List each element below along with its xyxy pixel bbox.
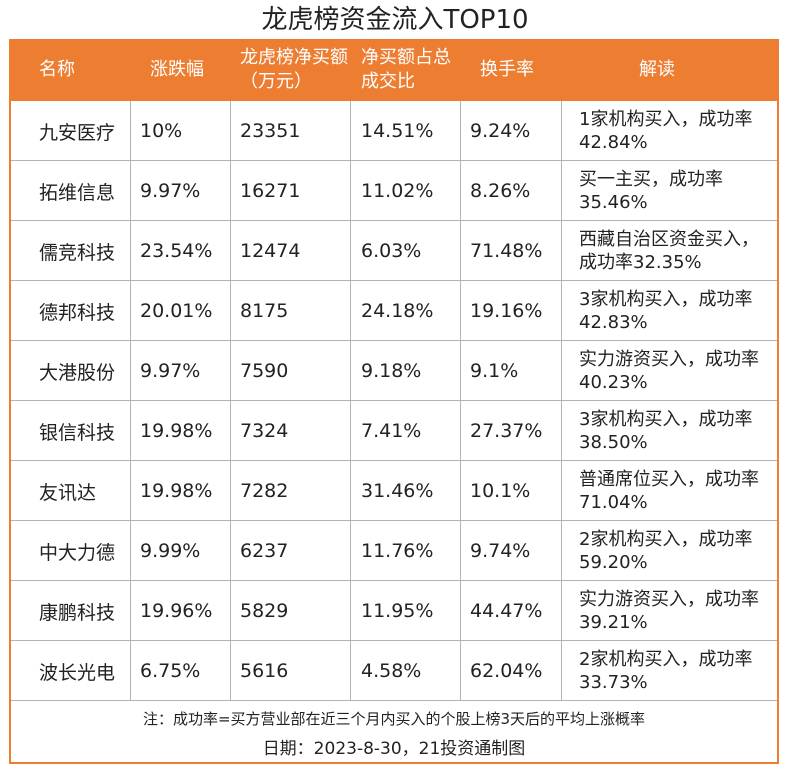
cell-turnover: 9.24% bbox=[470, 120, 531, 142]
table-row: 德邦科技 20.01% 8175 24.18% 19.16% 3家机构买入，成功率42.8… bbox=[9, 281, 779, 341]
cell-note: 3家机构买入，成功率38.50% bbox=[579, 409, 753, 453]
cell-note: 2家机构买入，成功率33.73% bbox=[579, 649, 753, 693]
cell-name: 银信科技 bbox=[39, 421, 116, 444]
table-row: 银信科技 19.98% 7324 7.41% 27.37% 3家机构买入，成功率38.50… bbox=[9, 401, 779, 461]
cell-ratio: 6.03% bbox=[361, 240, 422, 262]
cell-ratio: 24.18% bbox=[361, 300, 434, 322]
cell-ratio: 9.18% bbox=[361, 360, 422, 382]
cell-turnover: 62.04% bbox=[470, 660, 543, 682]
cell-net-buy: 5616 bbox=[240, 660, 289, 682]
cell-turnover: 9.74% bbox=[470, 540, 531, 562]
cell-name: 中大力德 bbox=[39, 541, 116, 564]
cell-net-buy: 7324 bbox=[240, 420, 289, 442]
cell-name: 友讯达 bbox=[39, 481, 97, 504]
cell-turnover: 27.37% bbox=[470, 420, 543, 442]
cell-net-buy: 16271 bbox=[240, 180, 301, 202]
header-change: 涨跌幅 bbox=[150, 59, 204, 80]
cell-ratio: 11.76% bbox=[361, 540, 434, 562]
table-row: 儒竞科技 23.54% 12474 6.03% 71.48% 西藏自治区资金买入，成功率3… bbox=[9, 221, 779, 281]
table-row: 拓维信息 9.97% 16271 11.02% 8.26% 买一主买，成功率35.46% bbox=[9, 161, 779, 221]
table-row: 波长光电 6.75% 5616 4.58% 62.04% 2家机构买入，成功率33.73% bbox=[9, 641, 779, 701]
table-row: 康鹏科技 19.96% 5829 11.95% 44.47% 实力游资买入，成功率39.2… bbox=[9, 581, 779, 641]
cell-net-buy: 12474 bbox=[240, 240, 301, 262]
column-divider bbox=[350, 101, 351, 701]
page-title: 龙虎榜资金流入TOP10 bbox=[261, 5, 529, 35]
cell-change: 19.96% bbox=[140, 600, 213, 622]
cell-ratio: 11.02% bbox=[361, 180, 434, 202]
cell-name: 德邦科技 bbox=[39, 301, 116, 324]
column-divider bbox=[230, 101, 231, 701]
table-row: 中大力德 9.99% 6237 11.76% 9.74% 2家机构买入，成功率59.20% bbox=[9, 521, 779, 581]
header-net-buy: 龙虎榜净买额（万元） bbox=[240, 47, 348, 92]
cell-turnover: 71.48% bbox=[470, 240, 543, 262]
cell-turnover: 44.47% bbox=[470, 600, 543, 622]
column-divider bbox=[460, 101, 461, 701]
cell-net-buy: 7282 bbox=[240, 480, 289, 502]
cell-ratio: 31.46% bbox=[361, 480, 434, 502]
cell-turnover: 8.26% bbox=[470, 180, 531, 202]
cell-turnover: 10.1% bbox=[470, 480, 531, 502]
cell-name: 波长光电 bbox=[39, 661, 116, 684]
cell-note: 买一主买，成功率35.46% bbox=[579, 169, 723, 213]
cell-change: 23.54% bbox=[140, 240, 213, 262]
header-note: 解读 bbox=[639, 59, 675, 80]
cell-ratio: 4.58% bbox=[361, 660, 422, 682]
cell-ratio: 7.41% bbox=[361, 420, 422, 442]
cell-turnover: 9.1% bbox=[470, 360, 519, 382]
cell-note: 西藏自治区资金买入，成功率32.35% bbox=[579, 229, 759, 273]
cell-change: 9.97% bbox=[140, 360, 201, 382]
date-line: 日期：2023-8-30，21投资通制图 bbox=[262, 739, 526, 759]
cell-net-buy: 8175 bbox=[240, 300, 289, 322]
column-divider bbox=[130, 101, 131, 701]
cell-ratio: 11.95% bbox=[361, 600, 434, 622]
cell-note: 3家机构买入，成功率42.83% bbox=[579, 289, 753, 333]
cell-ratio: 14.51% bbox=[361, 120, 434, 142]
cell-name: 拓维信息 bbox=[39, 181, 116, 204]
cell-note: 实力游资买入，成功率40.23% bbox=[579, 349, 759, 393]
table-row: 大港股份 9.97% 7590 9.18% 9.1% 实力游资买入，成功率40.23% bbox=[9, 341, 779, 401]
table-row: 九安医疗 10% 23351 14.51% 9.24% 1家机构买入，成功率42.84% bbox=[9, 101, 779, 161]
cell-note: 普通席位买入，成功率71.04% bbox=[579, 469, 759, 513]
table-row: 友讯达 19.98% 7282 31.46% 10.1% 普通席位买入，成功率71.04% bbox=[9, 461, 779, 521]
cell-net-buy: 23351 bbox=[240, 120, 301, 142]
cell-change: 20.01% bbox=[140, 300, 213, 322]
cell-turnover: 19.16% bbox=[470, 300, 543, 322]
cell-net-buy: 7590 bbox=[240, 360, 289, 382]
cell-change: 6.75% bbox=[140, 660, 201, 682]
header-name: 名称 bbox=[39, 59, 75, 80]
cell-change: 10% bbox=[140, 120, 183, 142]
cell-change: 19.98% bbox=[140, 420, 213, 442]
cell-change: 9.99% bbox=[140, 540, 201, 562]
header-turnover: 换手率 bbox=[480, 59, 534, 80]
cell-net-buy: 6237 bbox=[240, 540, 289, 562]
header-ratio: 净买额占总成交比 bbox=[361, 47, 451, 92]
table-frame bbox=[9, 39, 779, 764]
cell-name: 儒竞科技 bbox=[39, 241, 116, 264]
cell-change: 19.98% bbox=[140, 480, 213, 502]
footnote: 注：成功率=买方营业部在近三个月内买入的个股上榜3天后的平均上涨概率 bbox=[142, 710, 646, 728]
cell-name: 九安医疗 bbox=[39, 121, 116, 144]
cell-name: 大港股份 bbox=[39, 361, 116, 384]
cell-note: 实力游资买入，成功率39.21% bbox=[579, 589, 759, 633]
cell-net-buy: 5829 bbox=[240, 600, 289, 622]
cell-change: 9.97% bbox=[140, 180, 201, 202]
column-divider bbox=[561, 101, 562, 701]
cell-name: 康鹏科技 bbox=[39, 601, 116, 624]
table-header: 名称 涨跌幅 龙虎榜净买额（万元） 净买额占总成交比 换手率 解读 bbox=[9, 39, 779, 101]
cell-note: 1家机构买入，成功率42.84% bbox=[579, 109, 753, 153]
cell-note: 2家机构买入，成功率59.20% bbox=[579, 529, 753, 573]
